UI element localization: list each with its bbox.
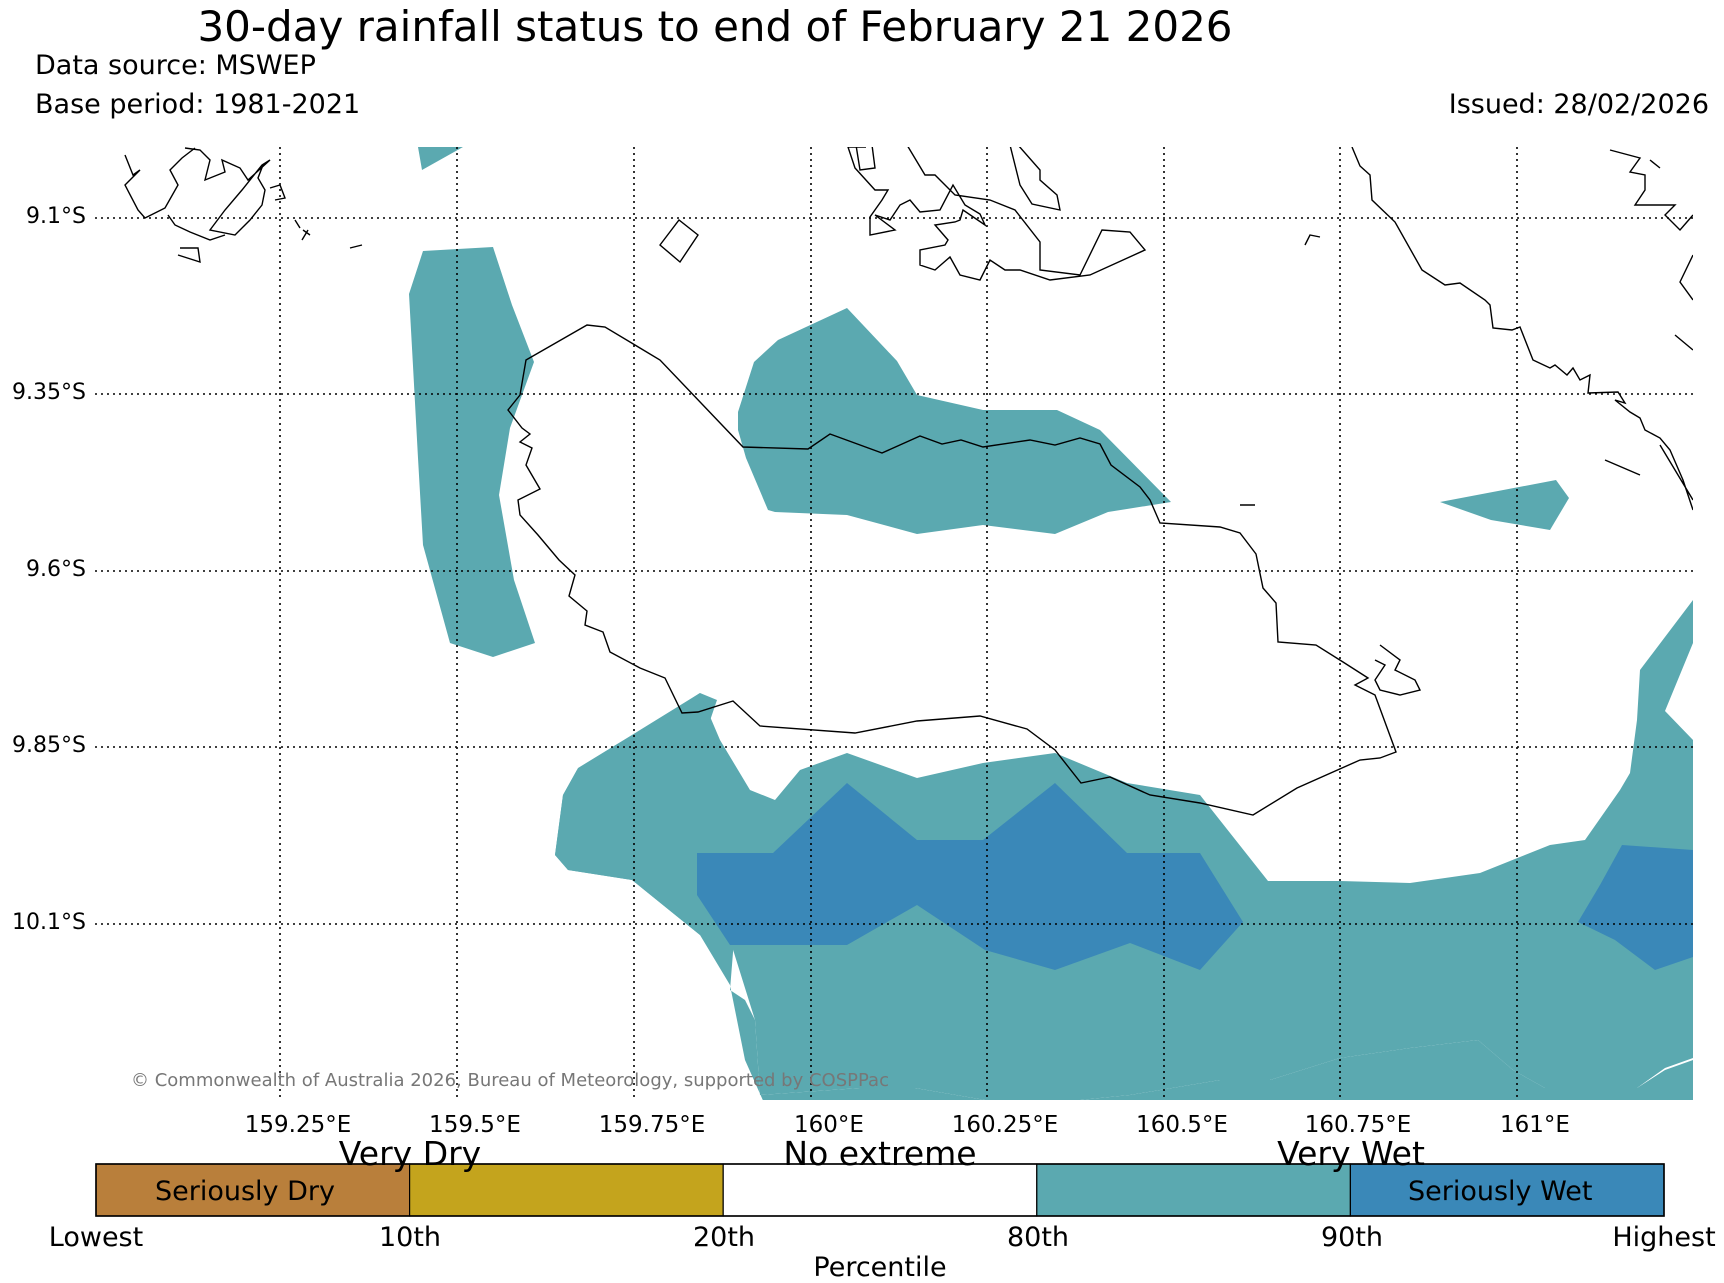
percentile-highest: Highest — [1612, 1222, 1716, 1253]
longitude-label: 159.25°E — [244, 1112, 352, 1138]
coastline-malaita — [1351, 147, 1693, 511]
longitude-label: 159.5°E — [429, 1112, 521, 1138]
longitude-label: 160°E — [794, 1112, 864, 1138]
map-plot-area — [95, 147, 1693, 1100]
seriously-wet-region-east — [1578, 845, 1693, 970]
latitude-label: 9.85°S — [12, 733, 86, 758]
percentile-90th: 90th — [1320, 1222, 1384, 1253]
percentile-80th: 80th — [1006, 1222, 1070, 1253]
latitude-label: 9.1°S — [26, 204, 86, 229]
graticule — [95, 147, 1693, 1100]
issued-date-label: Issued: 28/02/2026 — [1448, 89, 1709, 120]
very-wet-region-east — [1440, 480, 1569, 530]
copyright-notice: © Commonwealth of Australia 2026, Bureau… — [131, 1070, 889, 1091]
coastline-small-islands — [349, 159, 1661, 696]
longitude-label: 159.75°E — [598, 1112, 706, 1138]
colorbar-segment — [1349, 1163, 1665, 1217]
map-title: 30-day rainfall status to end of Februar… — [197, 2, 1233, 51]
very-wet-region-north — [418, 147, 463, 170]
coastline-russell-tips — [269, 184, 311, 241]
base-period-label: Base period: 1981-2021 — [35, 89, 361, 120]
very-wet-region-south-main — [555, 600, 1693, 1100]
latitude-label: 9.6°S — [26, 557, 86, 582]
coastlines — [124, 147, 1693, 816]
longitude-label: 161°E — [1500, 1112, 1570, 1138]
percentile-10th: 10th — [378, 1222, 442, 1253]
legend-colorbar — [95, 1163, 1665, 1217]
legend-inner-seriously-dry: Seriously Dry — [155, 1176, 335, 1207]
legend-inner-seriously-wet: Seriously Wet — [1408, 1176, 1593, 1207]
coastline-guadalcanal — [507, 324, 1397, 816]
longitude-label: 160.25°E — [951, 1112, 1059, 1138]
latitude-label: 10.1°S — [12, 910, 86, 935]
latitude-label: 9.35°S — [12, 380, 86, 405]
legend-category-very-wet: Very Wet — [1277, 1134, 1425, 1173]
legend-axis-title: Percentile — [813, 1252, 947, 1283]
coastline-florida-islands — [847, 147, 1147, 281]
longitude-label: 160.5°E — [1136, 1112, 1228, 1138]
longitude-label: 160.75°E — [1304, 1112, 1412, 1138]
legend-category-very-dry: Very Dry — [338, 1134, 482, 1173]
percentile-lowest: Lowest — [48, 1222, 144, 1253]
very-wet-regions — [409, 147, 1693, 1100]
coastline-santa-isabel — [124, 147, 271, 264]
legend-category-no-extreme: No extreme — [783, 1134, 977, 1173]
data-source-label: Data source: MSWEP — [35, 50, 316, 81]
very-wet-region-central — [738, 308, 1171, 534]
colorbar-segment — [409, 1163, 724, 1217]
very-wet-region-west — [409, 247, 535, 657]
colorbar-outline — [95, 1163, 1665, 1217]
percentile-20th: 20th — [692, 1222, 756, 1253]
